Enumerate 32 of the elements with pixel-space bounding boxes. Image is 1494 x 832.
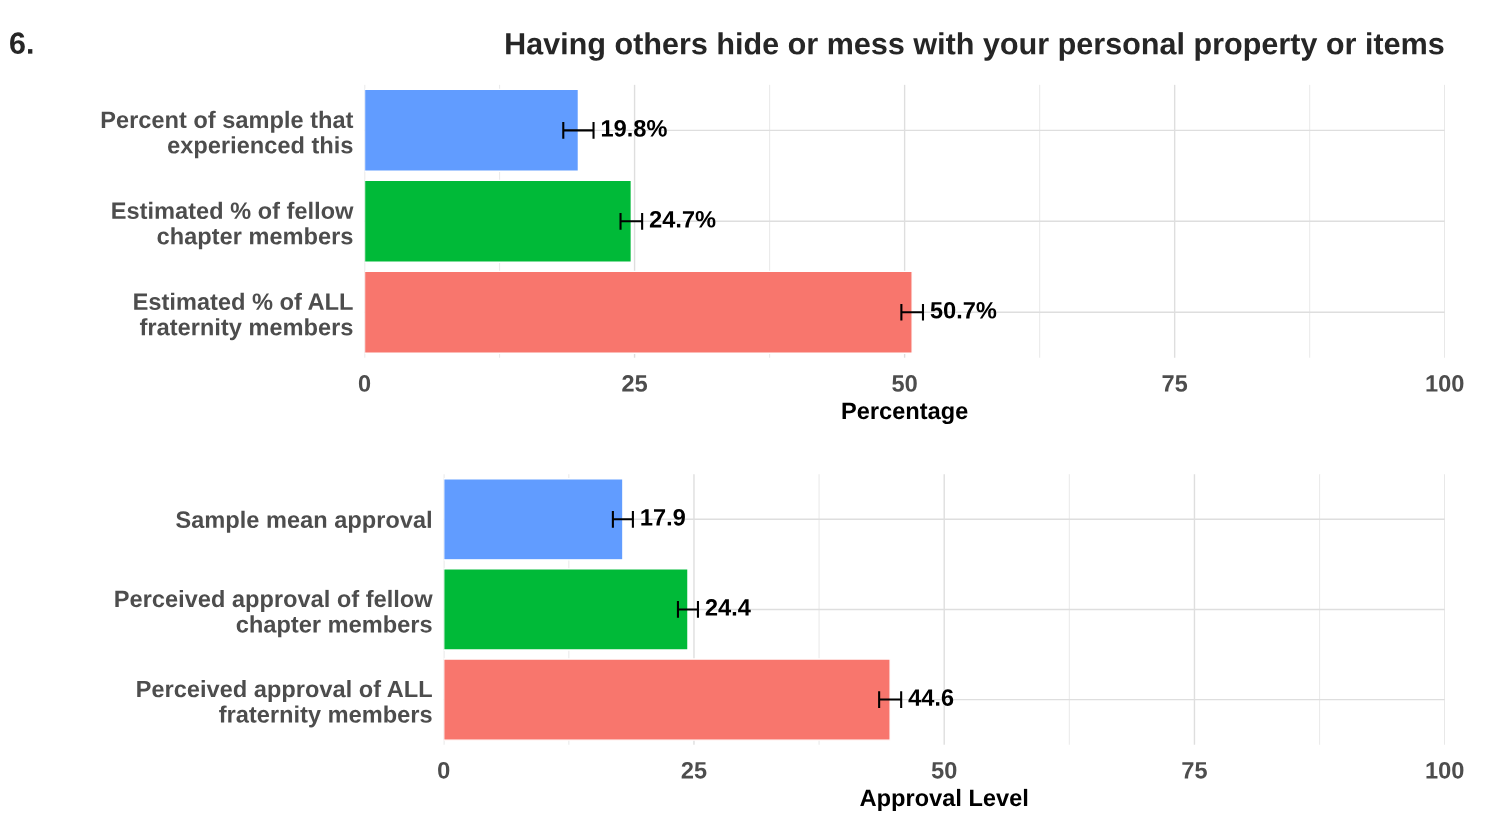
- x-tick-label: 0: [438, 761, 450, 779]
- bar: [364, 270, 913, 354]
- y-tick-label: Perceived approval of ALL fraternity members: [137, 680, 432, 728]
- x-tick-label: 75: [1162, 375, 1188, 392]
- bar: [443, 568, 689, 651]
- x-tick-label: 100: [1426, 761, 1464, 779]
- data-label: 17.9: [641, 508, 685, 526]
- x-tick-label: 25: [622, 375, 648, 392]
- y-tick-label: Estimated % of ALL fraternity members: [134, 292, 353, 341]
- bar: [443, 478, 624, 561]
- chart-title: Having others hide or mess with your personal property or items: [506, 32, 1444, 61]
- bar: [443, 658, 891, 741]
- data-label: 44.6: [908, 689, 954, 706]
- x-tick-label: 0: [358, 375, 371, 392]
- bar: [364, 88, 580, 172]
- data-label: 24.7%: [649, 210, 716, 228]
- bar: [364, 179, 633, 263]
- x-tick-label: 25: [681, 761, 707, 779]
- y-tick-label: Estimated % of fellow chapter members: [112, 201, 354, 250]
- data-label: 19.8%: [601, 119, 667, 137]
- y-tick-label: Perceived approval of fellow chapter members: [115, 589, 433, 638]
- x-tick-label: 75: [1182, 762, 1207, 779]
- x-axis-title: Approval Level: [860, 788, 1028, 811]
- y-tick-label: Sample mean approval: [176, 510, 431, 533]
- text: 6.: [10, 32, 33, 54]
- data-label: 50.7%: [930, 301, 997, 319]
- x-tick-label: 50: [931, 761, 957, 779]
- data-label: 24.4: [705, 599, 751, 616]
- y-tick-label: Percent of sample that experienced this: [101, 110, 354, 159]
- x-tick-label: 100: [1426, 375, 1464, 392]
- x-axis-title: Percentage: [842, 402, 968, 424]
- x-tick-label: 50: [892, 375, 917, 392]
